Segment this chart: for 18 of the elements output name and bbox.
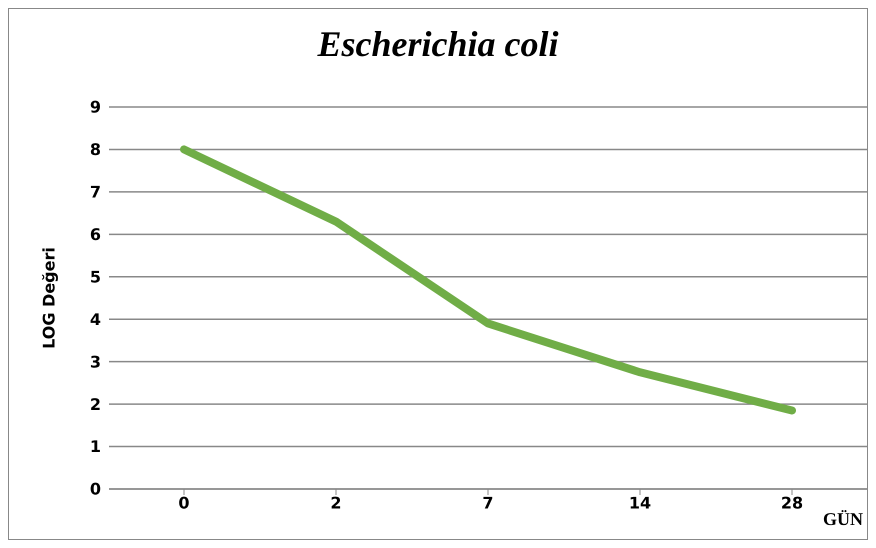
y-tick-label: 1 xyxy=(90,437,101,456)
x-tick-label: 2 xyxy=(330,493,342,512)
y-axis-title: LOG Değeri xyxy=(40,247,59,349)
y-tick-label: 6 xyxy=(90,225,101,244)
y-tick-label: 9 xyxy=(90,98,101,117)
x-tick-label: 7 xyxy=(482,493,494,512)
y-tick-label: 3 xyxy=(90,352,101,372)
y-tick-label: 8 xyxy=(90,140,101,160)
y-tick-label: 5 xyxy=(90,267,101,286)
x-tick-label: 0 xyxy=(178,493,190,512)
y-tick-label: 7 xyxy=(90,182,101,202)
y-tick-label: 0 xyxy=(90,480,101,499)
x-tick-label: 14 xyxy=(628,493,652,512)
x-tick-label: 28 xyxy=(780,493,804,512)
chart-title: Escherichia coli xyxy=(316,23,560,65)
x-axis-title: GÜN xyxy=(823,509,863,530)
y-tick-label: 4 xyxy=(90,310,101,329)
y-tick-label: 2 xyxy=(90,394,101,414)
